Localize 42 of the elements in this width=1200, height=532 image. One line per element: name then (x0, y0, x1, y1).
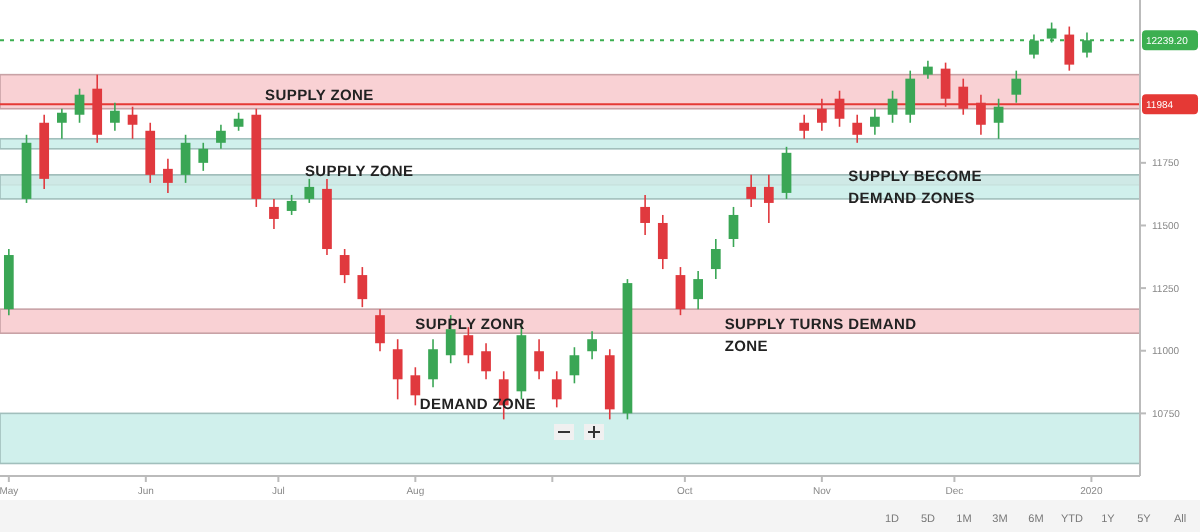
candlestick (304, 178, 315, 204)
candlestick (1064, 25, 1075, 72)
candlestick (269, 198, 279, 230)
candlestick (180, 133, 191, 184)
candlestick (339, 248, 350, 284)
candlestick (375, 308, 385, 353)
candlestick (587, 330, 597, 361)
candlestick (410, 366, 421, 407)
candlestick (710, 238, 721, 280)
candlestick (551, 370, 562, 409)
candlestick (852, 113, 863, 144)
candlestick (57, 107, 67, 140)
candlestick (534, 338, 544, 381)
candlestick (746, 174, 757, 208)
candlestick (781, 146, 792, 200)
candlestick (110, 101, 120, 132)
candlestick (463, 326, 474, 365)
candlestick (216, 123, 226, 150)
candlestick (640, 194, 650, 236)
candlestick (763, 174, 774, 224)
candlestick (905, 69, 916, 124)
candlestick (357, 266, 368, 308)
candlestick (74, 87, 85, 124)
candlestick (198, 142, 209, 172)
candlestick (145, 121, 156, 184)
candlestick (693, 270, 703, 310)
candlestick (657, 214, 668, 270)
candlestick (799, 113, 810, 140)
candlestick (392, 338, 403, 401)
candlestick (569, 346, 580, 385)
candlestick (233, 111, 244, 132)
candlestick (286, 194, 297, 216)
candlestick (923, 59, 933, 80)
candlestick (428, 338, 438, 389)
candlestick (870, 107, 880, 136)
candlestick (675, 266, 686, 316)
candlestick (993, 97, 1004, 140)
candlestick (163, 158, 173, 194)
candlestick (728, 206, 739, 248)
candlestick (887, 89, 898, 124)
candlestick (1011, 69, 1022, 104)
candlestick (481, 342, 491, 381)
